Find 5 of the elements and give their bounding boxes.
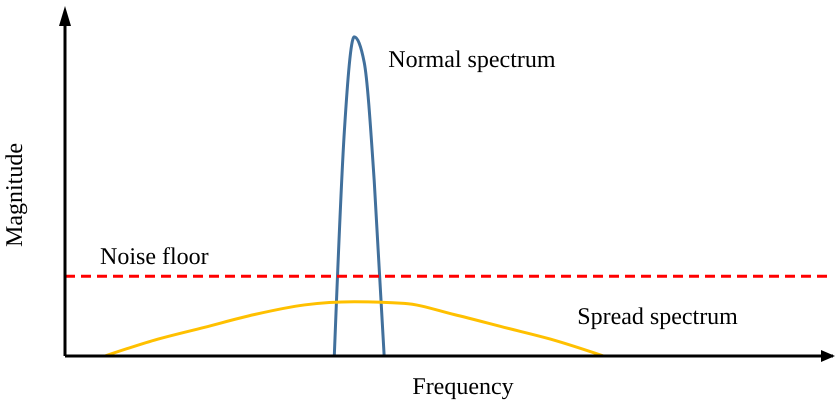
series-label: Normal spectrum [388, 46, 556, 73]
series-label: Spread spectrum [577, 304, 738, 330]
y-axis-title: Magnitude [2, 143, 28, 247]
x-axis-title: Frequency [412, 374, 514, 400]
ref-line-label: Noise floor [100, 244, 209, 270]
